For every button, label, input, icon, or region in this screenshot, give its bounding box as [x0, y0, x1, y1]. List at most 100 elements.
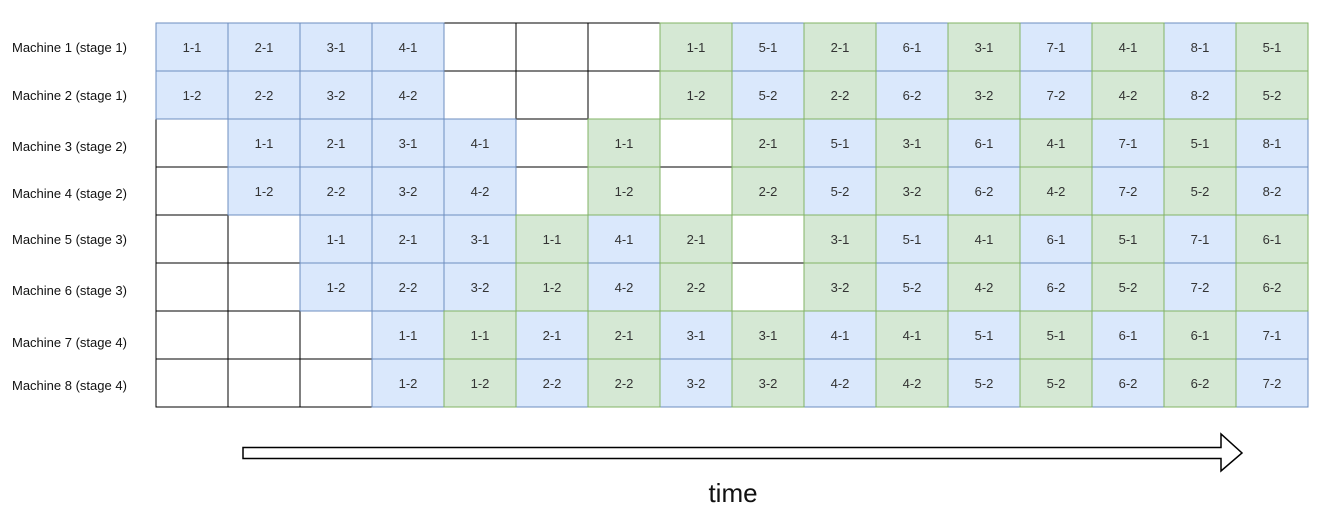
cell-box [443, 262, 517, 312]
cell-box [659, 166, 733, 216]
task-cell: 7-1 [1163, 214, 1237, 264]
task-label: 1-2 [615, 184, 634, 199]
cell-box [227, 358, 301, 408]
task-cell: 1-1 [227, 118, 301, 168]
empty-cell [443, 22, 517, 72]
task-cell: 4-2 [875, 358, 949, 408]
task-label: 2-1 [399, 232, 418, 247]
cell-box [1019, 358, 1093, 408]
task-label: 3-2 [327, 88, 346, 103]
task-cell: 4-1 [947, 214, 1021, 264]
task-label: 2-2 [255, 88, 274, 103]
task-label: 7-2 [1263, 376, 1282, 391]
task-cell: 1-2 [227, 166, 301, 216]
task-cell: 3-1 [731, 310, 805, 360]
cell-box [371, 310, 445, 360]
task-cell: 7-2 [1091, 166, 1165, 216]
task-cell: 5-1 [1019, 310, 1093, 360]
task-label: 4-1 [831, 328, 850, 343]
task-label: 3-1 [903, 136, 922, 151]
task-label: 5-2 [831, 184, 850, 199]
cell-box [155, 262, 229, 312]
task-cell: 3-2 [803, 262, 877, 312]
cell-box [515, 118, 589, 168]
task-label: 6-2 [975, 184, 994, 199]
cell-box [731, 166, 805, 216]
cell-box [1091, 166, 1165, 216]
task-cell: 3-1 [875, 118, 949, 168]
task-label: 4-1 [1119, 40, 1138, 55]
task-label: 3-2 [471, 280, 490, 295]
cell-box [1019, 310, 1093, 360]
time-arrow [242, 432, 1244, 473]
task-label: 1-2 [471, 376, 490, 391]
task-label: 7-2 [1119, 184, 1138, 199]
task-cell: 2-2 [587, 358, 661, 408]
task-label: 3-1 [471, 232, 490, 247]
task-label: 3-2 [687, 376, 706, 391]
task-label: 1-1 [615, 136, 634, 151]
empty-cell [227, 310, 301, 360]
cell-box [659, 262, 733, 312]
task-label: 5-2 [1047, 376, 1066, 391]
empty-cell [227, 214, 301, 264]
cell-box [947, 70, 1021, 120]
cell-box [299, 310, 373, 360]
task-cell: 4-1 [443, 118, 517, 168]
cell-box [731, 214, 805, 264]
machine-label-2: Machine 2 (stage 1) [12, 88, 127, 103]
task-label: 5-1 [831, 136, 850, 151]
cell-box [1019, 118, 1093, 168]
task-cell: 3-2 [731, 358, 805, 408]
empty-cell [155, 214, 229, 264]
task-cell: 3-2 [443, 262, 517, 312]
task-cell: 2-1 [659, 214, 733, 264]
cell-box [1163, 166, 1237, 216]
cell-box [731, 262, 805, 312]
cell-box [659, 310, 733, 360]
task-cell: 4-2 [1091, 70, 1165, 120]
cell-box [587, 22, 661, 72]
cell-box [731, 358, 805, 408]
cell-box [155, 214, 229, 264]
task-label: 4-2 [1119, 88, 1138, 103]
cell-box [371, 166, 445, 216]
task-label: 1-1 [399, 328, 418, 343]
machine-label-4: Machine 4 (stage 2) [12, 186, 127, 201]
task-cell: 5-2 [1019, 358, 1093, 408]
task-cell: 2-1 [515, 310, 589, 360]
task-label: 1-2 [327, 280, 346, 295]
task-label: 3-1 [975, 40, 994, 55]
cell-box [515, 22, 589, 72]
cell-box [875, 358, 949, 408]
cell-box [299, 262, 373, 312]
task-cell: 2-1 [371, 214, 445, 264]
cell-box [1163, 310, 1237, 360]
empty-cell [155, 310, 229, 360]
task-label: 7-1 [1119, 136, 1138, 151]
task-cell: 5-1 [1235, 22, 1309, 72]
task-label: 2-2 [615, 376, 634, 391]
task-cell: 1-1 [515, 214, 589, 264]
cell-box [1091, 22, 1165, 72]
cell-box [587, 214, 661, 264]
task-label: 1-2 [255, 184, 274, 199]
empty-cell [155, 118, 229, 168]
task-cell: 2-1 [731, 118, 805, 168]
task-label: 1-1 [183, 40, 202, 55]
task-cell: 6-1 [1019, 214, 1093, 264]
task-cell: 2-2 [659, 262, 733, 312]
cell-box [371, 358, 445, 408]
task-cell: 3-2 [875, 166, 949, 216]
machine-label-8: Machine 8 (stage 4) [12, 378, 127, 393]
cell-box [371, 70, 445, 120]
task-label: 8-2 [1191, 88, 1210, 103]
cell-box [443, 166, 517, 216]
cell-box [1091, 118, 1165, 168]
cell-box [1019, 166, 1093, 216]
machine-label-6: Machine 6 (stage 3) [12, 283, 127, 298]
cell-box [515, 262, 589, 312]
task-label: 5-1 [903, 232, 922, 247]
task-label: 4-1 [903, 328, 922, 343]
cell-box [947, 262, 1021, 312]
